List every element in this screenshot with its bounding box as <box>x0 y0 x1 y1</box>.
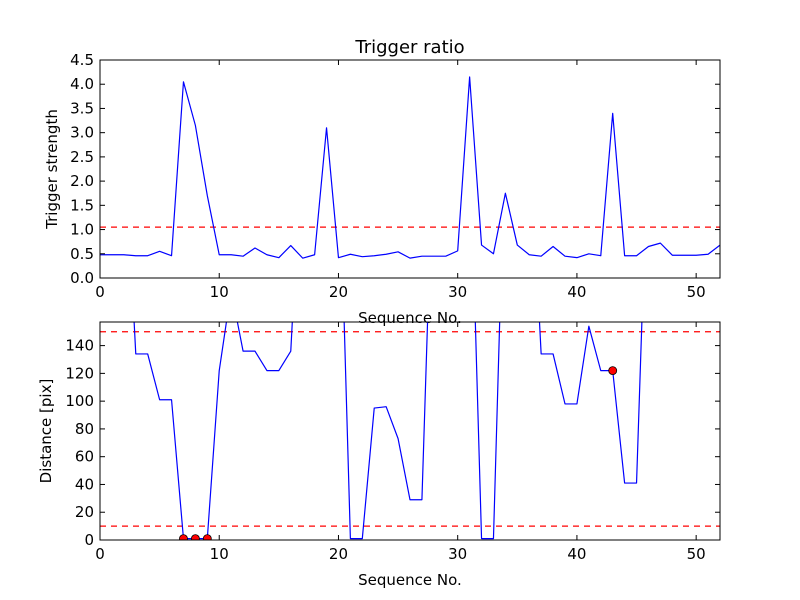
x-tick-label: 50 <box>687 283 706 301</box>
x-tick-label: 0 <box>95 283 105 301</box>
x-axis-label: Sequence No. <box>358 571 462 589</box>
x-tick-label: 40 <box>567 545 586 563</box>
y-tick-label: 3.0 <box>70 124 94 142</box>
x-tick-label: 50 <box>687 545 706 563</box>
x-tick-label: 40 <box>567 283 586 301</box>
y-tick-label: 2.5 <box>70 148 94 166</box>
y-tick-label: 4.0 <box>70 75 94 93</box>
y-axis-label: Distance [pix] <box>37 379 55 484</box>
x-tick-label: 10 <box>210 545 229 563</box>
data-point-marker <box>179 534 188 540</box>
y-tick-label: 1.5 <box>70 196 94 214</box>
y-tick-label: 2.0 <box>70 172 94 190</box>
y-tick-label: 0.0 <box>70 269 94 287</box>
y-tick-label: 80 <box>75 420 94 438</box>
x-tick-label: 30 <box>448 283 467 301</box>
data-point-marker <box>202 534 212 540</box>
y-tick-label: 20 <box>75 503 94 521</box>
x-tick-label: 10 <box>210 283 229 301</box>
trigger-ratio-chart: 0 10 20 30 40 50 0.0 0.5 1.0 1.5 2.0 2.5 3.0 3.5 4.0 4.… <box>43 37 721 327</box>
y-tick-label: 3.5 <box>70 99 94 117</box>
data-point-marker <box>608 366 618 375</box>
chart-title: Trigger ratio <box>354 37 464 58</box>
plot-frame <box>99 321 721 541</box>
data-point-marker <box>190 534 200 540</box>
y-tick-label: 1.0 <box>70 221 94 239</box>
y-tick-label: 4.5 <box>70 51 94 69</box>
y-tick-label: 100 <box>65 392 94 410</box>
x-tick-label: 20 <box>329 545 348 563</box>
x-tick-label: 20 <box>329 283 348 301</box>
y-tick-label: 0 <box>84 531 94 549</box>
y-tick-label: 0.5 <box>70 245 94 263</box>
y-tick-label: 40 <box>75 475 94 493</box>
series-line <box>100 76 720 259</box>
x-tick-label: 0 <box>95 545 105 563</box>
y-tick-label: 60 <box>75 448 94 466</box>
y-axis-label: Trigger strength <box>43 109 61 230</box>
plot-frame <box>99 59 721 279</box>
x-axis-label: Sequence No. <box>358 309 462 327</box>
y-tick-label: 120 <box>65 364 94 382</box>
x-tick-label: 30 <box>448 545 467 563</box>
distance-chart: 0 10 20 30 40 50 0 20 40 60 80 100 120 140 Sequence N… <box>37 321 721 589</box>
y-tick-label: 140 <box>65 337 94 355</box>
